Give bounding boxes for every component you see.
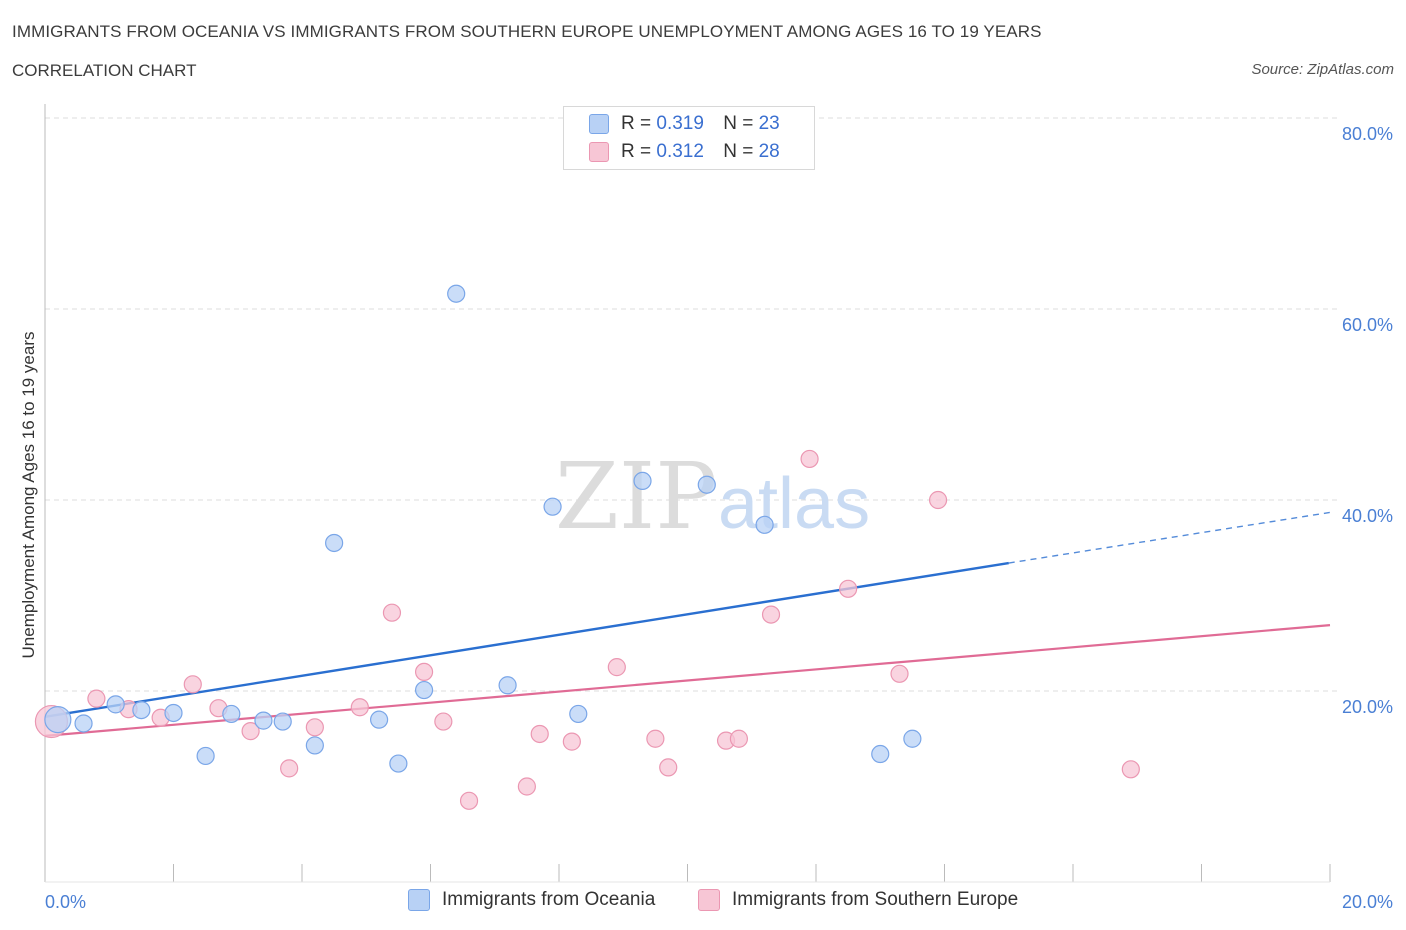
legend-n-label: N =	[723, 141, 754, 162]
point-southern-europe	[434, 712, 453, 731]
point-oceania	[389, 754, 408, 773]
series-legend-label-southern-europe: Immigrants from Southern Europe	[732, 889, 1019, 911]
point-southern-europe	[517, 777, 536, 796]
trendline-oceania-extension	[1008, 511, 1331, 564]
point-oceania	[871, 744, 890, 764]
series-legend-swatch-oceania	[408, 889, 430, 911]
legend-n-value-oceania: 23	[758, 113, 780, 134]
point-southern-europe	[607, 658, 626, 677]
legend-row-southern-europe: R = 0.312 N = 28	[589, 141, 780, 165]
point-southern-europe	[646, 729, 665, 748]
y-tick-label: 40.0%	[1342, 506, 1393, 526]
point-oceania	[74, 714, 93, 733]
legend-r-value-southern-europe: 0.312	[656, 141, 704, 162]
point-southern-europe	[839, 579, 858, 598]
point-oceania	[633, 471, 652, 490]
legend-r-label: R =	[621, 113, 652, 134]
point-oceania	[903, 729, 922, 748]
legend-swatch-southern-europe	[589, 141, 609, 162]
series-legend-southern-europe[interactable]: Immigrants from Southern Europe	[698, 889, 1018, 911]
legend-row-oceania: R = 0.319 N = 23	[589, 113, 780, 137]
point-oceania	[543, 497, 562, 516]
point-southern-europe	[761, 605, 781, 624]
watermark-atlas: atlas	[718, 464, 870, 544]
point-southern-europe	[530, 724, 549, 744]
point-southern-europe	[800, 449, 819, 469]
point-oceania	[325, 533, 344, 553]
point-oceania	[44, 706, 72, 734]
point-oceania	[273, 712, 292, 731]
point-southern-europe	[659, 758, 678, 777]
point-southern-europe	[87, 689, 106, 708]
correlation-legend: R = 0.319 N = 23 R = 0.312 N = 28	[563, 106, 815, 170]
point-southern-europe	[305, 718, 324, 737]
point-oceania	[447, 284, 466, 303]
watermark-zip: ZIP	[555, 443, 717, 550]
point-oceania	[697, 475, 716, 494]
point-oceania	[132, 700, 151, 720]
x-tick-label-min: 0.0%	[45, 892, 86, 912]
point-southern-europe	[459, 791, 479, 810]
legend-swatch-oceania	[589, 113, 609, 134]
point-southern-europe	[1121, 760, 1140, 779]
watermark: ZIP atlas	[555, 443, 870, 550]
point-oceania	[254, 711, 273, 730]
legend-n-label: N =	[723, 113, 754, 134]
point-oceania	[370, 710, 389, 729]
point-oceania	[498, 676, 517, 695]
grid-layer	[45, 117, 1340, 692]
point-southern-europe	[280, 759, 299, 778]
legend-r-label: R =	[621, 141, 652, 162]
y-axis-label: Unemployment Among Ages 16 to 19 years	[19, 332, 38, 659]
point-southern-europe	[928, 490, 948, 510]
point-southern-europe	[562, 732, 581, 751]
y-tick-label: 20.0%	[1342, 697, 1393, 717]
point-oceania	[569, 704, 588, 724]
series-legend-oceania[interactable]: Immigrants from Oceania	[408, 889, 655, 911]
x-tick-label-max: 20.0%	[1342, 892, 1393, 912]
series-legend-swatch-southern-europe	[698, 889, 720, 911]
axis-layer: 20.0% 40.0% 60.0% 80.0% 0.0% 20.0%	[44, 104, 1393, 912]
point-southern-europe	[350, 698, 369, 717]
points-layer	[34, 284, 1140, 810]
point-oceania	[414, 680, 434, 700]
legend-n-value-southern-europe: 28	[758, 141, 780, 162]
point-southern-europe	[729, 729, 749, 748]
point-oceania	[755, 515, 774, 534]
chart-title: IMMIGRANTS FROM OCEANIA VS IMMIGRANTS FR…	[12, 22, 1042, 41]
point-southern-europe	[183, 675, 202, 694]
point-oceania	[222, 704, 241, 724]
point-southern-europe	[890, 664, 909, 683]
point-oceania	[196, 746, 215, 766]
chart-source: Source: ZipAtlas.com	[1251, 61, 1394, 78]
y-tick-label: 60.0%	[1342, 315, 1393, 335]
series-legend-label-oceania: Immigrants from Oceania	[442, 889, 656, 911]
legend-r-value-oceania: 0.319	[656, 113, 704, 134]
point-oceania	[106, 695, 125, 714]
point-southern-europe	[241, 722, 260, 741]
point-southern-europe	[414, 662, 434, 682]
point-oceania	[164, 703, 183, 723]
point-oceania	[305, 736, 324, 755]
chart-subtitle: CORRELATION CHART	[12, 61, 197, 80]
series-legend: Immigrants from Oceania Immigrants from …	[0, 889, 1406, 915]
point-southern-europe	[382, 603, 402, 622]
y-tick-label: 80.0%	[1342, 124, 1393, 144]
